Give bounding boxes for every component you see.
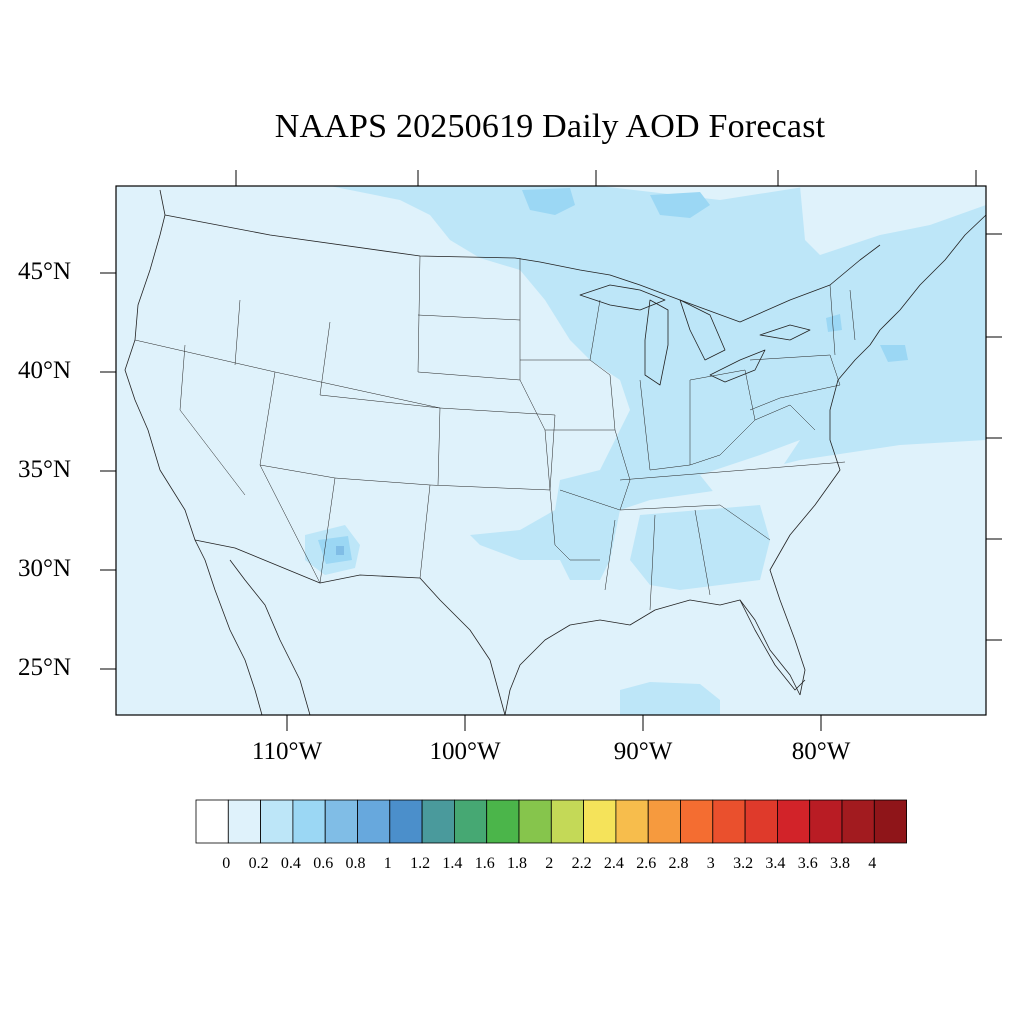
colorbar-tick-label: 2.8 [668,855,689,872]
map-frame [115,185,987,716]
lat-label-25n: 25°N [18,654,72,681]
colorbar-tick-label: 1.8 [507,855,527,872]
colorbar-cell [744,799,778,844]
colorbar-cell [518,799,552,844]
colorbar-tick-label: 2.6 [636,855,657,872]
colorbar-tick-label: 1.4 [442,855,463,872]
colorbar-cell [615,799,649,844]
colorbar-tick-label: 0.2 [248,855,269,872]
colorbar-cell [809,799,843,844]
colorbar-cell [777,799,811,844]
colorbar-cell [550,799,584,844]
colorbar-cell [486,799,520,844]
lat-label-40n: 40°N [18,357,72,384]
lat-label-45n: 45°N [18,258,72,285]
colorbar-tick-label: 2.4 [603,855,624,872]
lon-label-90w: 90°W [613,738,673,765]
lon-label-80w: 80°W [791,738,851,765]
lon-ticks-bottom [286,715,822,731]
colorbar-tick-label: 0.8 [345,855,366,872]
colorbar-cell [873,799,907,844]
ticks-right [986,233,1002,641]
colorbar-tick-label: 1 [383,855,392,872]
aod-field-0-8-1 [336,546,344,555]
colorbar-tick-label: 1.6 [474,855,495,872]
coastlines-and-borders [124,189,987,716]
colorbar-cell [841,799,875,844]
colorbar-tick-label: 3.8 [830,855,850,872]
colorbar-tick-label: 3.6 [797,855,818,872]
colorbar-cell [647,799,681,844]
map-title: NAAPS 20250619 Daily AOD Forecast [274,108,826,145]
colorbar-cell [324,799,358,844]
colorbar-cell [389,799,423,844]
colorbar-cell [680,799,714,844]
colorbar-tick-label: 2 [545,855,554,872]
lat-label-30n: 30°N [18,555,72,582]
colorbar-cell [260,799,294,844]
colorbar-tick-label: 1.2 [410,855,431,872]
colorbar-cell [357,799,391,844]
lon-label-100w: 100°W [429,738,501,765]
lat-label-35n: 35°N [18,456,72,483]
lon-label-110w: 110°W [251,738,323,765]
ticks-top [235,170,977,186]
aod-field-0-6-0-8 [318,188,908,564]
colorbar-tick-label: 3.4 [765,855,786,872]
colorbar-tick-label: 0.6 [313,855,334,872]
colorbar-tick-label: 3 [706,855,715,872]
colorbar-cell [227,799,262,844]
lat-ticks-left [100,272,116,670]
state-borders [134,255,856,611]
colorbar-tick-label: 3.2 [733,855,754,872]
colorbar-tick-label: 2.2 [571,855,592,872]
colorbar-cell [195,799,229,844]
colorbar [195,799,907,844]
colorbar-cell [453,799,488,844]
aod-field-0-2-0-4-northeast [700,186,986,500]
colorbar-tick-label: 4 [868,855,877,872]
colorbar-tick-label: 0 [222,855,231,872]
colorbar-cell [583,799,617,844]
colorbar-cell [421,799,455,844]
colorbar-cell [712,799,746,844]
colorbar-tick-label: 0.4 [280,855,301,872]
colorbar-cell [292,799,326,844]
